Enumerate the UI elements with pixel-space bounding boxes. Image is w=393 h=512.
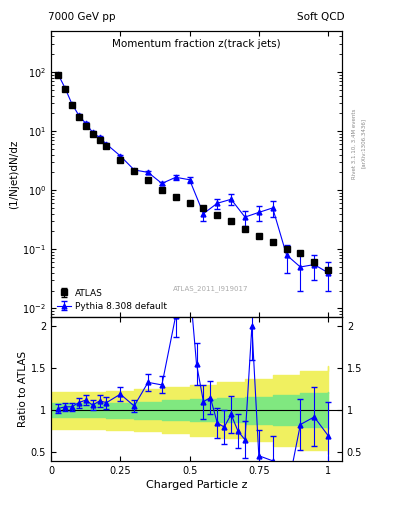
Y-axis label: (1/Njet)dN/dz: (1/Njet)dN/dz xyxy=(9,139,20,209)
Y-axis label: Ratio to ATLAS: Ratio to ATLAS xyxy=(18,351,28,427)
Legend: ATLAS, Pythia 8.308 default: ATLAS, Pythia 8.308 default xyxy=(55,287,168,313)
Text: ATLAS_2011_I919017: ATLAS_2011_I919017 xyxy=(173,285,249,292)
Text: [arXiv:1306.3436]: [arXiv:1306.3436] xyxy=(361,118,366,168)
Text: Soft QCD: Soft QCD xyxy=(297,12,345,22)
X-axis label: Charged Particle z: Charged Particle z xyxy=(146,480,247,490)
Text: 7000 GeV pp: 7000 GeV pp xyxy=(48,12,116,22)
Text: Rivet 3.1.10, 3.4M events: Rivet 3.1.10, 3.4M events xyxy=(352,108,357,179)
Text: Momentum fraction z(track jets): Momentum fraction z(track jets) xyxy=(112,39,281,49)
